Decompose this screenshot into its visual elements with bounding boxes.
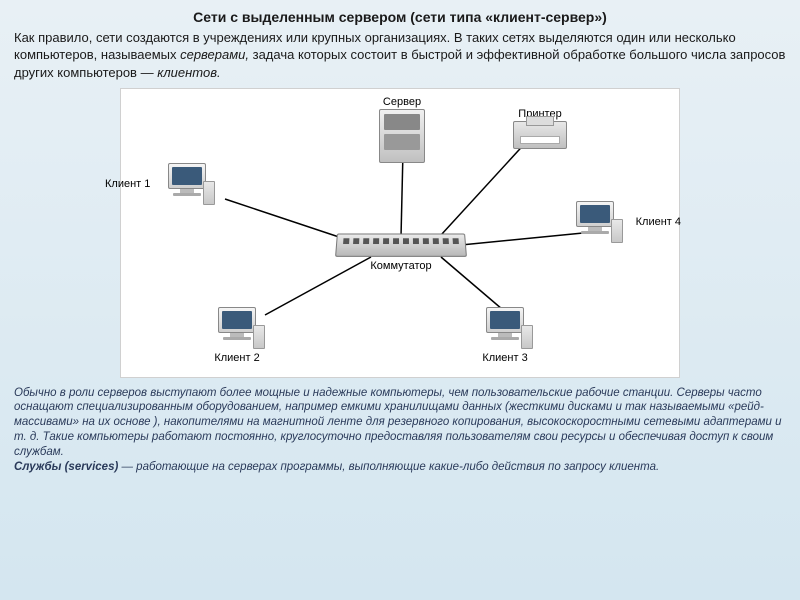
footer-text-1: Обычно в роли серверов выступают более м…: [14, 387, 782, 459]
printer-icon: [513, 121, 567, 149]
client-2-label: Клиент 2: [213, 351, 261, 366]
intro-servers-word: серверами,: [180, 47, 249, 62]
switch-label: Коммутатор: [336, 259, 466, 274]
node-client-4: Клиент 4: [571, 201, 619, 245]
client-1-label: Клиент 1: [105, 177, 150, 192]
pc-icon: [481, 307, 529, 349]
node-client-1: Клиент 1: [163, 163, 211, 207]
node-client-3: Клиент 3: [481, 307, 529, 366]
switch-icon: [335, 233, 467, 256]
node-printer: Принтер: [513, 107, 567, 152]
services-label: Службы (services): [14, 461, 118, 473]
intro-clients-word: клиентов.: [157, 65, 220, 80]
page-title: Сети с выделенным сервером (сети типа «к…: [14, 8, 786, 27]
intro-paragraph: Как правило, сети создаются в учреждения…: [14, 29, 786, 82]
client-4-label: Клиент 4: [636, 215, 681, 230]
node-client-2: Клиент 2: [213, 307, 261, 366]
network-diagram: Сервер Принтер Коммутатор Клиент 1 Клиен…: [120, 88, 680, 378]
pc-icon: [571, 201, 619, 243]
node-server: Сервер: [379, 95, 425, 166]
server-icon: [379, 109, 425, 163]
server-label: Сервер: [379, 95, 425, 110]
footer-text-2: — работающие на серверах программы, выпо…: [118, 461, 659, 473]
footer-paragraph: Обычно в роли серверов выступают более м…: [14, 386, 786, 476]
pc-icon: [213, 307, 261, 349]
pc-icon: [163, 163, 211, 205]
node-switch: Коммутатор: [336, 233, 466, 274]
client-3-label: Клиент 3: [481, 351, 529, 366]
